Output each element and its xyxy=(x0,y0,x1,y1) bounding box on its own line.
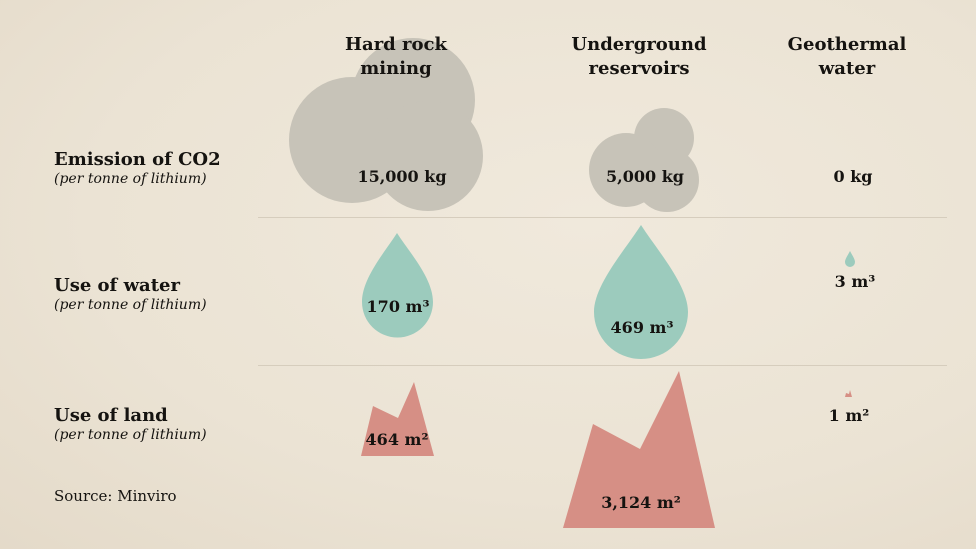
row-subtitle: (per tonne of lithium) xyxy=(54,297,207,313)
value-land-hard-rock: 464 m² xyxy=(365,430,429,449)
row-label-co2: Emission of CO2 (per tonne of lithium) xyxy=(54,149,221,188)
row-title: Emission of CO2 xyxy=(54,149,221,170)
row-title: Use of water xyxy=(54,275,180,296)
column-header-line: mining xyxy=(360,58,432,79)
value-land-underground: 3,124 m² xyxy=(601,493,681,512)
row-label-land: Use of land (per tonne of lithium) xyxy=(54,405,207,444)
source-note: Source: Minviro xyxy=(54,487,177,505)
mountain-icon-geothermal xyxy=(845,390,852,397)
row-subtitle: (per tonne of lithium) xyxy=(54,171,207,187)
column-header-line: Hard rock xyxy=(345,34,447,55)
column-header-line: reservoirs xyxy=(588,58,690,79)
column-header-underground: Underground reservoirs xyxy=(539,33,739,81)
mountain-icon-hard-rock xyxy=(361,382,434,456)
column-header-line: Geothermal xyxy=(787,34,907,55)
row-title: Use of land xyxy=(54,405,168,426)
value-land-geothermal: 1 m² xyxy=(828,406,870,425)
water-drop-icon-geothermal xyxy=(845,251,855,267)
column-header-geothermal: Geothermal water xyxy=(747,33,947,81)
value-water-hard-rock: 170 m³ xyxy=(366,297,430,316)
water-drop-icon-underground xyxy=(594,225,688,359)
column-header-hard-rock: Hard rock mining xyxy=(296,33,496,81)
cloud-icon-underground xyxy=(589,108,699,212)
value-co2-hard-rock: 15,000 kg xyxy=(357,167,447,186)
column-header-line: water xyxy=(818,58,876,79)
value-water-underground: 469 m³ xyxy=(610,318,674,337)
value-co2-geothermal: 0 kg xyxy=(833,167,873,186)
row-label-water: Use of water (per tonne of lithium) xyxy=(54,275,207,314)
row-divider xyxy=(258,217,947,218)
water-drop-icon-hard-rock xyxy=(362,233,433,338)
row-subtitle: (per tonne of lithium) xyxy=(54,427,207,443)
row-divider xyxy=(258,365,947,366)
column-header-line: Underground xyxy=(571,34,707,55)
value-co2-underground: 5,000 kg xyxy=(606,167,684,186)
cloud-icon-hard-rock xyxy=(289,38,483,211)
mountain-icon-underground xyxy=(563,371,715,528)
value-water-geothermal: 3 m³ xyxy=(834,272,876,291)
